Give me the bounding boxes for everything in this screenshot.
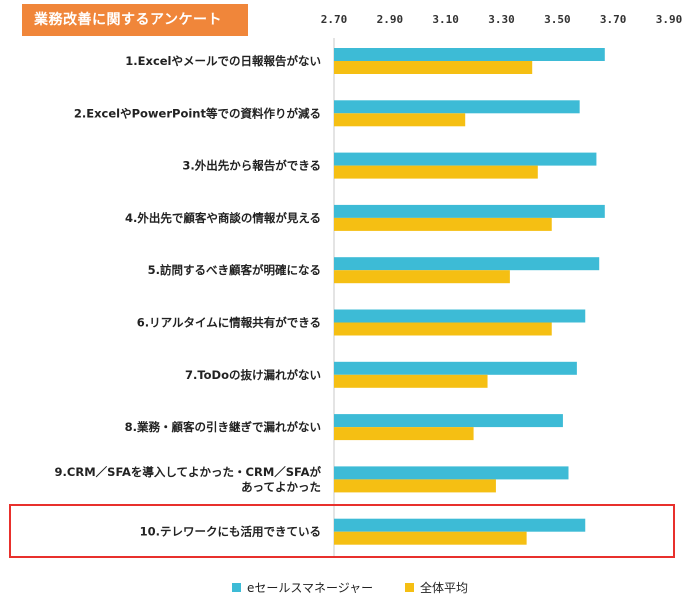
- legend-swatch-series1: [231, 583, 241, 592]
- bar-series2: [334, 113, 466, 127]
- survey-title-badge: 業務改善に関するアンケート: [22, 4, 248, 36]
- category-label: 1.Excelやメールでの日報報告がない: [125, 54, 321, 68]
- bar-series2: [334, 427, 474, 441]
- legend-label-series1: eセールスマネージャー: [246, 581, 374, 595]
- bar-series1: [334, 152, 597, 166]
- category-label: 4.外出先で顧客や商談の情報が見える: [125, 211, 321, 225]
- x-tick-label: 3.90: [656, 13, 683, 26]
- bar-series1: [334, 518, 586, 532]
- category-label: 10.テレワークにも活用できている: [140, 525, 321, 539]
- highlight-box: [9, 504, 675, 558]
- legend-item-series1: eセールスマネージャー: [231, 579, 374, 596]
- category-label: 7.ToDoの抜け漏れがない: [185, 368, 321, 382]
- bar-series2: [334, 322, 552, 336]
- x-tick-label: 3.70: [600, 13, 627, 26]
- bar-series2: [334, 531, 527, 545]
- legend-swatch-series2: [405, 583, 414, 592]
- bar-series2: [334, 165, 538, 179]
- bar-series1: [334, 361, 577, 375]
- category-label: 6.リアルタイムに情報共有ができる: [137, 316, 321, 330]
- bar-series2: [334, 61, 533, 74]
- legend-item-series2: 全体平均: [405, 579, 468, 596]
- category-label: 2.ExcelやPowerPoint等での資料作りが減る: [74, 106, 321, 120]
- x-tick-label: 3.50: [544, 13, 571, 26]
- bar-series1: [334, 100, 580, 114]
- bar-series2: [334, 479, 496, 493]
- bar-series2: [334, 374, 488, 388]
- category-label: 5.訪問するべき顧客が明確になる: [148, 263, 321, 277]
- bar-series2: [334, 217, 552, 231]
- category-label: 9.CRM／SFAを導入してよかった・CRM／SFAが: [55, 465, 322, 479]
- bar-series1: [334, 466, 569, 480]
- x-tick-label: 3.30: [488, 13, 515, 26]
- category-label: 3.外出先から報告ができる: [182, 159, 321, 173]
- bar-series1: [334, 48, 605, 61]
- bar-series2: [334, 270, 510, 284]
- bar-series1: [334, 204, 605, 218]
- legend: eセールスマネージャー 全体平均: [0, 579, 700, 596]
- bar-series1: [334, 309, 586, 323]
- bar-series1: [334, 257, 600, 271]
- x-tick-label: 2.70: [321, 13, 348, 26]
- category-label: あってよかった: [241, 480, 321, 494]
- x-tick-label: 2.90: [377, 13, 404, 26]
- category-label: 8.業務・顧客の引き継ぎで漏れがない: [125, 420, 321, 434]
- bar-series1: [334, 414, 563, 428]
- x-tick-label: 3.10: [432, 13, 459, 26]
- legend-label-series2: 全体平均: [420, 581, 469, 595]
